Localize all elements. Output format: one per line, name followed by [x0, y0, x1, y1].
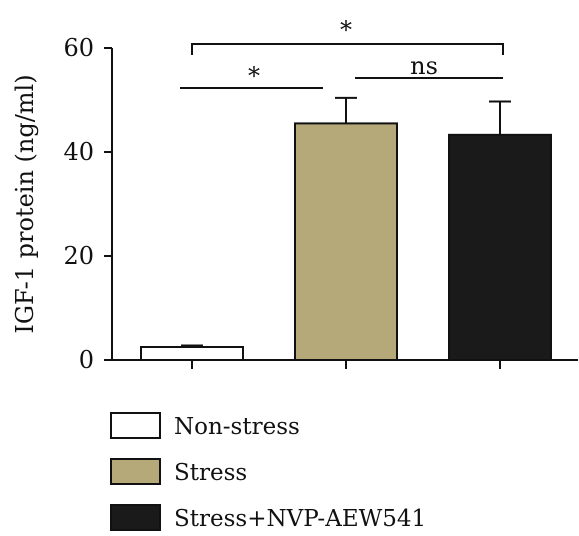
significance-label-2: * [248, 62, 260, 90]
legend-label-3: Stress+NVP-AEW541 [174, 506, 426, 532]
significance-label-1: * [340, 16, 352, 44]
legend-label-1: Non-stress [174, 414, 300, 440]
significance-brackets: * * ns [180, 16, 504, 90]
bars [140, 122, 552, 362]
legend-swatch-3 [110, 504, 161, 531]
y-tick-label: 20 [63, 242, 94, 270]
y-axis-title: IGF-1 protein (ng/ml) [11, 74, 39, 333]
legend-label-2: Stress [174, 460, 247, 486]
y-axis-ticks: 0 20 40 60 [63, 34, 112, 374]
y-tick-label: 0 [79, 346, 94, 374]
y-tick-label: 40 [63, 138, 94, 166]
bar-2 [294, 122, 398, 362]
legend-swatch-2 [110, 458, 161, 485]
y-tick-label: 60 [63, 34, 94, 62]
legend: Non-stress Stress Stress+NVP-AEW541 [110, 412, 426, 532]
significance-label-3: ns [410, 52, 438, 80]
bar-3 [448, 133, 552, 361]
significance-bracket-1 [191, 43, 504, 55]
bar-1 [140, 346, 244, 361]
legend-swatch-1 [110, 412, 161, 439]
x-axis-ticks [191, 360, 501, 369]
error-bars [181, 96, 511, 347]
